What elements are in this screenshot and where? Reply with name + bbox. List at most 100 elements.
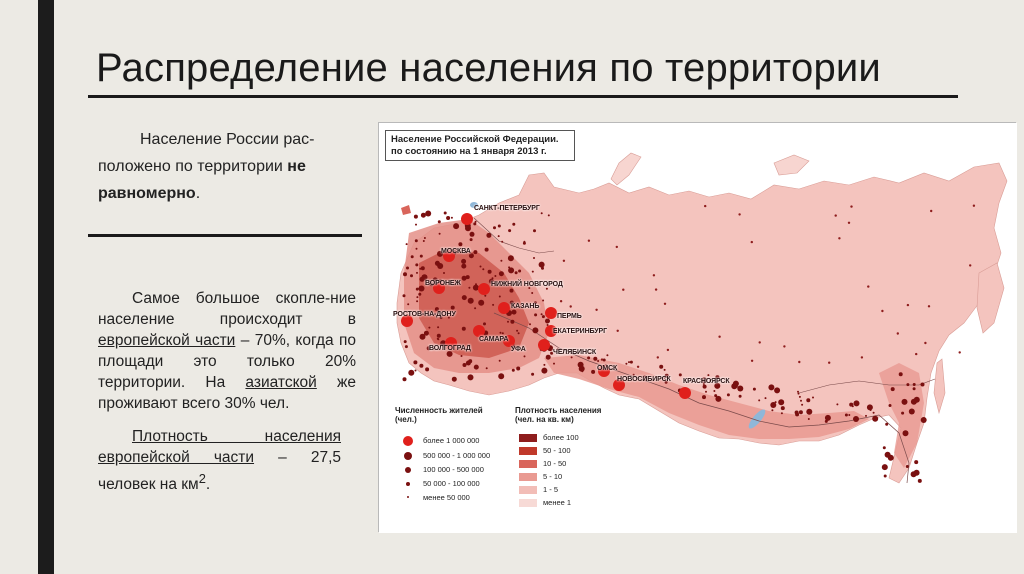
legend-swatch-100 xyxy=(519,434,537,442)
settlement-dot xyxy=(883,474,887,478)
settlement-dot xyxy=(446,216,451,220)
settlement-dot xyxy=(534,313,538,317)
settlement-dot xyxy=(913,396,920,403)
settlement-dot xyxy=(421,274,428,281)
settlement-dot xyxy=(483,322,486,326)
settlement-dot xyxy=(659,364,664,369)
settlement-dot xyxy=(510,319,515,324)
settlement-dot xyxy=(408,369,415,376)
settlement-dot xyxy=(901,411,905,415)
settlement-dot xyxy=(764,397,767,400)
settlement-dot xyxy=(778,399,785,406)
settlement-dot xyxy=(437,250,443,257)
settlement-dot xyxy=(467,297,474,304)
settlement-dot xyxy=(797,392,800,395)
settlement-dot xyxy=(632,373,635,376)
settlement-dot xyxy=(488,278,494,284)
settlement-dot xyxy=(702,383,705,385)
settlement-dot xyxy=(419,254,423,258)
settlement-dot xyxy=(434,307,439,312)
map-legend: Численность жителей (чел.) более 1 000 0… xyxy=(395,406,607,516)
settlement-dot xyxy=(906,303,910,307)
settlement-dot xyxy=(453,223,460,230)
legend-dot-1m xyxy=(403,436,413,446)
settlement-dot xyxy=(906,383,910,387)
settlement-dot xyxy=(807,418,810,420)
settlement-dot xyxy=(447,316,450,319)
city-marker-5 xyxy=(498,302,510,314)
settlement-dot xyxy=(713,390,716,392)
legend-pop-label-5: менее 50 000 xyxy=(423,493,470,502)
settlement-dot xyxy=(562,259,566,262)
siberian-belt xyxy=(544,355,869,439)
asian-part-link: азиатской xyxy=(245,374,317,391)
settlement-dot xyxy=(847,221,851,224)
legend-density-label-2: 50 - 100 xyxy=(543,446,571,455)
settlement-dot xyxy=(540,212,543,215)
settlement-dot xyxy=(930,209,933,213)
settlement-dot xyxy=(533,229,536,233)
settlement-dot xyxy=(443,211,447,215)
city-label-moscow: МОСКВА xyxy=(441,248,471,255)
settlement-dot xyxy=(508,266,511,269)
legend-swatch-10 xyxy=(519,460,537,468)
city-marker-1 xyxy=(461,213,473,225)
settlement-dot xyxy=(473,250,478,255)
settlement-dot xyxy=(406,266,409,270)
map-title-line2: по состоянию на 1 января 2013 г. xyxy=(391,146,547,157)
city-marker-14 xyxy=(613,379,625,391)
settlement-dot xyxy=(714,382,721,389)
settlement-dot xyxy=(593,356,598,361)
legend-swatch-1 xyxy=(519,486,537,494)
settlement-dot xyxy=(800,399,802,402)
settlement-dot xyxy=(860,356,864,359)
settlement-dot xyxy=(797,390,799,393)
settlement-dot xyxy=(559,300,563,303)
settlement-dot xyxy=(872,415,879,422)
settlement-dot xyxy=(795,412,800,417)
city-label-rostov: РОСТОВ-НА-ДОНУ xyxy=(393,311,456,318)
settlement-dot xyxy=(838,237,841,240)
settlement-dot xyxy=(450,216,453,219)
settlement-dot xyxy=(581,370,584,373)
settlement-dot xyxy=(888,404,892,407)
settlement-dot xyxy=(533,301,537,305)
settlement-dot xyxy=(663,302,667,305)
settlement-dot xyxy=(474,220,477,223)
city-marker-12 xyxy=(538,339,550,351)
city-label-krasnoyarsk: КРАСНОЯРСК xyxy=(683,378,730,385)
city-label-kazan: КАЗАНЬ xyxy=(511,303,540,310)
settlement-dot xyxy=(529,323,531,326)
settlement-dot xyxy=(508,229,512,233)
settlement-dot xyxy=(652,274,656,277)
settlement-dot xyxy=(467,374,474,381)
settlement-dot xyxy=(468,286,471,289)
settlement-dot xyxy=(972,204,976,207)
settlement-dot xyxy=(704,204,707,208)
northern-railway xyxy=(473,217,555,254)
legend-density-label-6: менее 1 xyxy=(543,498,572,507)
settlement-dot xyxy=(885,422,889,426)
settlement-dot xyxy=(423,330,429,336)
settlement-dot xyxy=(914,460,919,465)
settlement-dot xyxy=(758,341,761,344)
settlement-dot xyxy=(484,294,487,297)
legend-density-label-1: более 100 xyxy=(543,433,579,442)
legend-population-title: Численность жителей (чел.) xyxy=(395,406,483,424)
settlement-dot xyxy=(511,309,517,315)
settlement-dot xyxy=(507,320,509,323)
city-label-volgograd: ВОЛГОГРАД xyxy=(429,345,471,352)
title-underline xyxy=(88,95,958,98)
settlement-dot xyxy=(410,255,414,259)
settlement-dot xyxy=(443,272,445,274)
settlement-dot xyxy=(509,300,514,305)
map-title-line1: Население Российской Федерации. xyxy=(391,134,559,145)
settlement-dot xyxy=(419,267,422,270)
settlement-dot xyxy=(531,270,534,273)
settlement-dot xyxy=(482,268,485,271)
settlement-dot xyxy=(423,237,426,239)
legend-pop-label-3: 100 000 - 500 000 xyxy=(423,465,484,474)
settlement-dot xyxy=(625,362,628,365)
settlement-dot xyxy=(896,332,899,335)
settlement-dot xyxy=(425,367,430,372)
